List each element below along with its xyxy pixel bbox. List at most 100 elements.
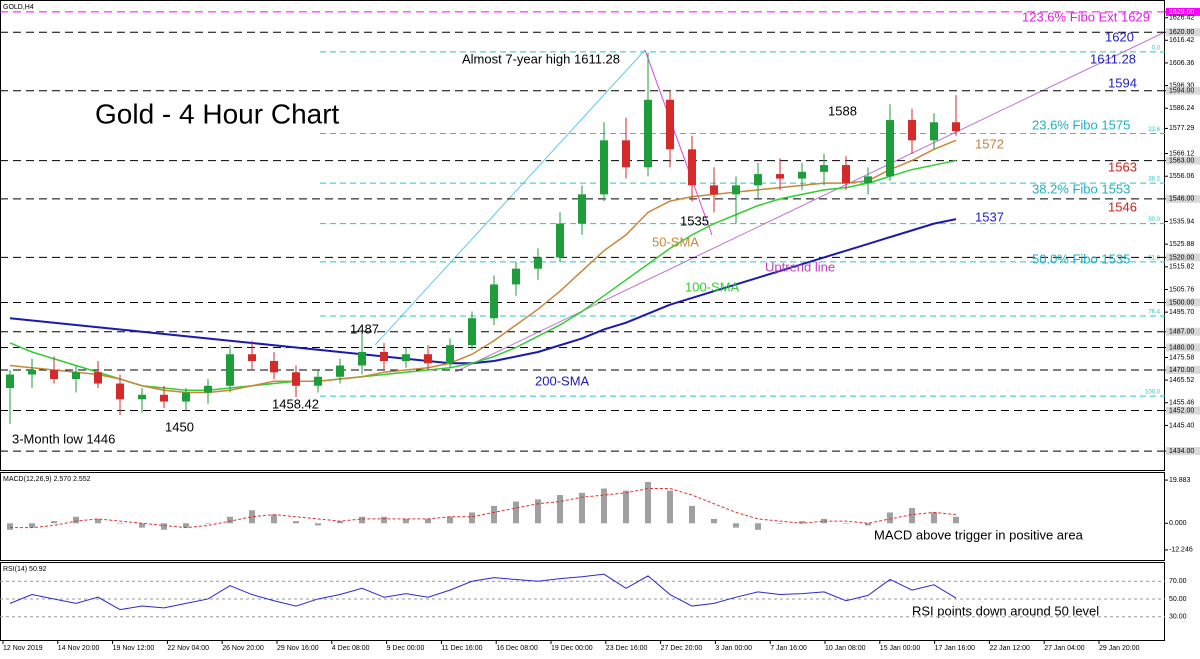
series-label: 100-SMA: [685, 279, 740, 294]
x-tick-label: 27 Jan 04:00: [1044, 645, 1085, 652]
candle-body: [534, 257, 542, 269]
x-tick-label: 19 Nov 12:00: [113, 645, 155, 652]
rsi-line: [9, 573, 957, 611]
macd-bar: [161, 523, 167, 530]
macd-bar: [403, 518, 409, 524]
y-tick-label: 1495.70: [1169, 309, 1194, 316]
macd-bar: [293, 521, 299, 524]
fibo-label: 0.0: [1152, 45, 1161, 51]
x-tick-label: 15 Jan 00:00: [880, 645, 921, 652]
annotation: 1546: [1108, 199, 1137, 214]
macd-bar: [469, 512, 475, 524]
x-tick-label: 27 Dec 20:00: [661, 645, 703, 652]
macd-bar: [821, 518, 827, 524]
macd-bar: [799, 521, 805, 524]
candle-body: [820, 165, 828, 172]
candle-body: [226, 354, 234, 386]
y-tick-label: 1577.29: [1169, 125, 1194, 132]
fibo-label: 38.2: [1148, 177, 1160, 183]
x-tick-label: 12 Nov 2019: [3, 645, 43, 652]
macd-bar: [667, 490, 673, 524]
macd-note: MACD above trigger in positive area: [874, 527, 1084, 542]
annotation: 1487: [350, 321, 379, 336]
price-box: [1166, 447, 1200, 456]
macd-bar: [909, 508, 915, 524]
y-tick-label: 1620.00: [1169, 29, 1194, 36]
price-box: [1166, 156, 1200, 165]
annotation: 1535: [680, 213, 709, 228]
macd-bar: [601, 488, 607, 524]
macd-label: MACD(12,26,9) 2.570 2.552: [3, 476, 91, 483]
annotation: 1450: [165, 419, 194, 434]
candle-body: [952, 122, 960, 132]
signal-line: [10, 488, 957, 529]
sma-line: [9, 159, 957, 392]
y-tick-label: 1434.00: [1169, 448, 1194, 455]
annotation: 1572: [975, 136, 1004, 151]
candle-body: [402, 354, 410, 362]
main-panel: [0, 0, 1165, 471]
price-box: [1166, 194, 1200, 203]
annotation: 50.0% Fibo 1535: [1032, 251, 1130, 266]
y-tick-label: 1480.00: [1169, 344, 1194, 351]
price-box: [1166, 298, 1200, 307]
annotation: 1458.42: [272, 396, 319, 411]
y-tick-label: 1452.00: [1169, 407, 1194, 414]
macd-bar: [777, 523, 783, 524]
candle-body: [556, 223, 564, 258]
macd-bar: [733, 523, 739, 528]
candle-body: [930, 122, 938, 141]
macd-bar: [491, 505, 497, 524]
candle-body: [864, 176, 872, 184]
x-tick-label: 16 Dec 08:00: [496, 645, 538, 652]
candle-body: [94, 372, 102, 384]
macd-bar: [447, 516, 453, 524]
x-tick-label: 29 Jan 20:00: [1099, 645, 1140, 652]
macd-bar: [557, 495, 563, 524]
x-tick-label: 9 Dec 00:00: [387, 645, 425, 652]
candle-body: [160, 394, 168, 402]
fibo-label: 100.0: [1145, 390, 1161, 396]
chart-title: Gold - 4 Hour Chart: [95, 98, 340, 129]
y-tick-label: 1556.06: [1169, 173, 1194, 180]
candle-body: [644, 99, 652, 168]
y-tick-label: 30.00: [1169, 614, 1187, 621]
candle-body: [380, 351, 388, 362]
macd-bar: [865, 523, 871, 526]
x-tick-label: 14 Nov 20:00: [58, 645, 100, 652]
macd-bar: [51, 521, 57, 524]
series-label: 50-SMA: [652, 234, 699, 249]
macd-bar: [249, 510, 255, 524]
candle-body: [490, 284, 498, 319]
macd-bar: [29, 523, 35, 528]
x-tick-label: 22 Jan 12:00: [989, 645, 1030, 652]
macd-bar: [513, 501, 519, 524]
candle-body: [424, 354, 432, 364]
annotation: 3-Month low 1446: [12, 431, 115, 446]
price-box: [1166, 253, 1200, 262]
candle-body: [204, 385, 212, 393]
y-tick-label: 1626.42: [1169, 15, 1194, 22]
x-tick-label: 23 Dec 16:00: [606, 645, 648, 652]
fibo-trend: [374, 49, 646, 346]
y-tick-label: 1520.00: [1169, 254, 1194, 261]
x-tick-label: 29 Nov 16:00: [277, 645, 319, 652]
macd-panel: [0, 472, 1165, 561]
macd-bar: [271, 514, 277, 524]
macd-bar: [95, 518, 101, 524]
x-tick-label: 19 Dec 00:00: [551, 645, 593, 652]
y-tick-label: 1586.24: [1169, 105, 1194, 112]
candle-body: [336, 365, 344, 377]
uptrend-line: [454, 31, 1166, 373]
candle-body: [578, 194, 586, 224]
candle-body: [512, 268, 520, 285]
price-box: [1166, 343, 1200, 352]
y-tick-label: 1546.00: [1169, 196, 1194, 203]
y-tick-label: 1470.00: [1169, 367, 1194, 374]
candle-body: [72, 372, 80, 380]
candle-body: [688, 149, 696, 186]
fibo-retrace: [644, 49, 713, 236]
macd-bar: [337, 521, 343, 524]
macd-bar: [73, 516, 79, 524]
sma-line: [9, 139, 957, 394]
